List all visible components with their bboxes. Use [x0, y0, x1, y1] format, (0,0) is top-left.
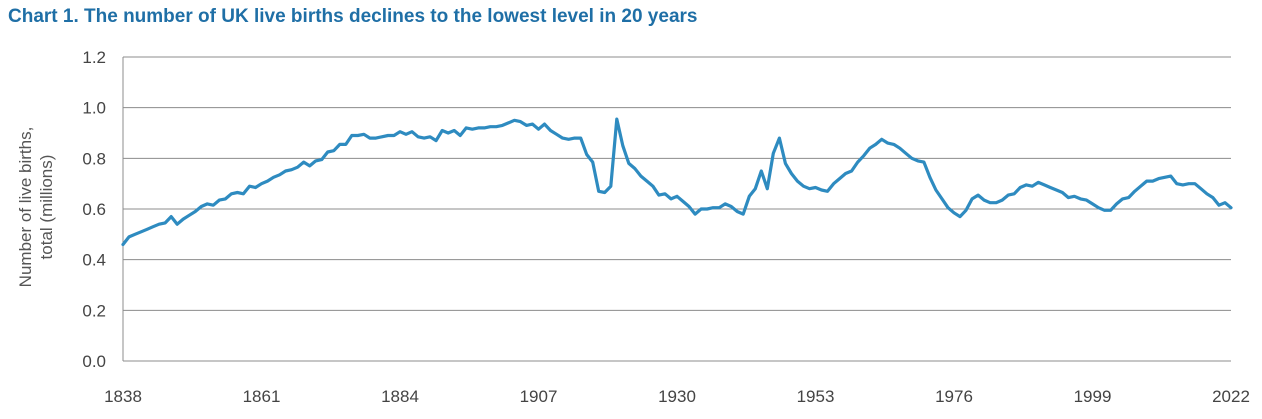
x-axis-ticks: 1838 1861 1884 1907 1930 1953 1976 1999 2022	[104, 387, 1250, 406]
gridlines	[122, 56, 1231, 362]
chart-title: Chart 1. The number of UK live births de…	[8, 6, 698, 27]
x-tick-label: 1930	[658, 387, 696, 406]
series-line-live-births	[121, 117, 1233, 247]
x-tick-label: 1907	[520, 387, 558, 406]
y-tick-label: 1.2	[82, 48, 106, 67]
y-tick-label: 0.8	[82, 149, 106, 168]
y-axis-ticks: 0.0 0.2 0.4 0.6 0.8 1.0 1.2	[82, 48, 106, 371]
y-tick-label: 1.0	[82, 99, 106, 118]
y-tick-label: 0.6	[82, 200, 106, 219]
x-tick-label: 1884	[381, 387, 419, 406]
y-tick-label: 0.0	[82, 352, 106, 371]
x-tick-label: 1976	[935, 387, 973, 406]
x-tick-label: 1999	[1074, 387, 1112, 406]
y-tick-label: 0.2	[82, 301, 106, 320]
x-tick-label: 1861	[243, 387, 281, 406]
x-tick-label: 1953	[797, 387, 835, 406]
series-layer	[121, 117, 1233, 247]
x-tick-label: 1838	[104, 387, 142, 406]
y-tick-label: 0.4	[82, 251, 106, 270]
x-tick-label: 2022	[1212, 387, 1250, 406]
